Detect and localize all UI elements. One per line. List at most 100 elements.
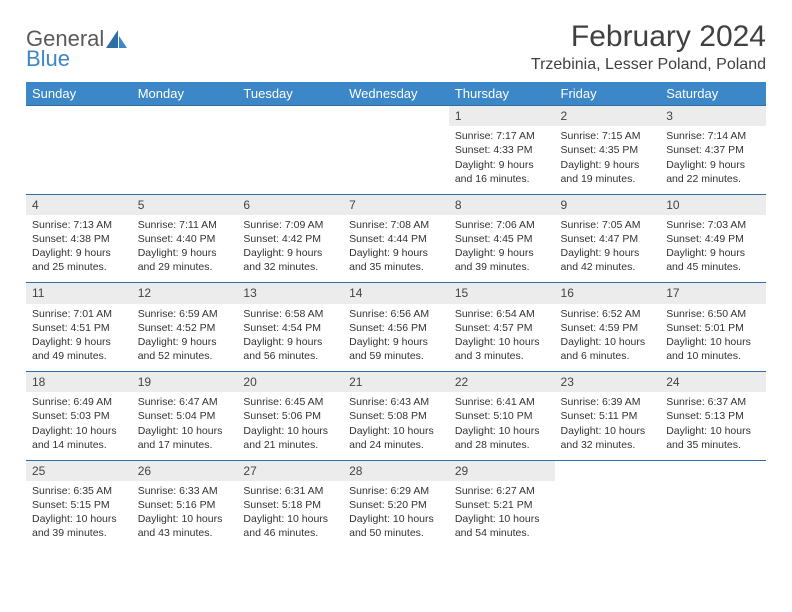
day-number-cell: 29 [449,460,555,481]
sunrise-line: Sunrise: 6:52 AM [561,307,655,321]
daylight-line: Daylight: 9 hours and 19 minutes. [561,158,655,186]
day-detail-cell: Sunrise: 6:49 AMSunset: 5:03 PMDaylight:… [26,392,132,460]
day-detail-cell: Sunrise: 6:35 AMSunset: 5:15 PMDaylight:… [26,481,132,549]
sunset-line: Sunset: 4:51 PM [32,321,126,335]
sunrise-line: Sunrise: 6:56 AM [349,307,443,321]
day-detail-cell: Sunrise: 6:29 AMSunset: 5:20 PMDaylight:… [343,481,449,549]
daylight-line: Daylight: 9 hours and 52 minutes. [138,335,232,363]
sunset-line: Sunset: 4:56 PM [349,321,443,335]
sunset-line: Sunset: 5:01 PM [666,321,760,335]
calendar-table: Sunday Monday Tuesday Wednesday Thursday… [26,82,766,549]
sunset-line: Sunset: 5:11 PM [561,409,655,423]
sunrise-line: Sunrise: 6:33 AM [138,484,232,498]
daylight-line: Daylight: 10 hours and 39 minutes. [32,512,126,540]
daylight-line: Daylight: 10 hours and 24 minutes. [349,424,443,452]
daylight-line: Daylight: 10 hours and 28 minutes. [455,424,549,452]
day-detail-row: Sunrise: 7:13 AMSunset: 4:38 PM Daylight:… [26,215,766,283]
sunrise-line: Sunrise: 6:59 AM [138,307,232,321]
day-detail-cell: Sunrise: 6:50 AMSunset: 5:01 PMDaylight:… [660,304,766,372]
sunrise-line: Sunrise: 6:35 AM [32,484,126,498]
weekday-header: Monday [132,82,238,106]
day-number-cell: 24 [660,372,766,393]
sunrise-line: Sunrise: 6:50 AM [666,307,760,321]
day-number-cell: 16 [555,283,661,304]
day-detail-cell: Sunrise: 6:39 AMSunset: 5:11 PMDaylight:… [555,392,661,460]
day-detail-cell: Sunrise: 7:11 AMSunset: 4:40 PMDaylight:… [132,215,238,283]
day-number-cell: 23 [555,372,661,393]
day-number-row: 18192021222324 [26,372,766,393]
sunrise-line: Sunrise: 7:08 AM [349,218,443,232]
day-number-cell: 13 [237,283,343,304]
sunrise-line: Sunrise: 7:01 AM [32,307,126,321]
sunrise-line: Sunrise: 6:37 AM [666,395,760,409]
weekday-header: Thursday [449,82,555,106]
day-number-cell [132,106,238,127]
sunrise-line: Sunrise: 6:54 AM [455,307,549,321]
day-number-cell: 17 [660,283,766,304]
sunset-line: Sunset: 4:40 PM [138,232,232,246]
sunset-line: Sunset: 5:04 PM [138,409,232,423]
day-detail-cell: Sunrise: 7:13 AMSunset: 4:38 PMDaylight:… [26,215,132,283]
day-detail-row: Sunrise: 6:35 AMSunset: 5:15 PMDaylight:… [26,481,766,549]
sunrise-line: Sunrise: 7:11 AM [138,218,232,232]
day-detail-cell: Sunrise: 6:45 AMSunset: 5:06 PMDaylight:… [237,392,343,460]
day-detail-cell: Sunrise: 7:14 AMSunset: 4:37 PMDaylight:… [660,126,766,194]
page-subtitle: Trzebinia, Lesser Poland, Poland [531,56,766,74]
sunset-line: Sunset: 4:42 PM [243,232,337,246]
sunset-line: Sunset: 4:38 PM [32,232,126,246]
day-detail-cell: Sunrise: 7:01 AMSunset: 4:51 PMDaylight:… [26,304,132,372]
day-detail-cell: Sunrise: 6:47 AMSunset: 5:04 PMDaylight:… [132,392,238,460]
daylight-line: Daylight: 9 hours and 56 minutes. [243,335,337,363]
day-number-row: 2526272829 [26,460,766,481]
day-detail-row: Sunrise: 7:17 AMSunset: 4:33 PMDaylight:… [26,126,766,194]
sunrise-line: Sunrise: 6:29 AM [349,484,443,498]
sunset-line: Sunset: 4:57 PM [455,321,549,335]
daylight-line: Daylight: 9 hours and 22 minutes. [666,158,760,186]
day-detail-cell: Sunrise: 7:15 AMSunset: 4:35 PMDaylight:… [555,126,661,194]
day-detail-cell: Sunrise: 6:31 AMSunset: 5:18 PMDaylight:… [237,481,343,549]
day-detail-cell: Sunrise: 6:59 AMSunset: 4:52 PMDaylight:… [132,304,238,372]
daylight-line: Daylight: 9 hours and 49 minutes. [32,335,126,363]
calendar-page: General February 2024 Trzebinia, Lesser … [0,0,792,569]
sunrise-line: Sunrise: 7:09 AM [243,218,337,232]
daylight-line: Daylight: 10 hours and 54 minutes. [455,512,549,540]
day-detail-cell: Sunrise: 6:41 AMSunset: 5:10 PMDaylight:… [449,392,555,460]
day-detail-cell: Sunrise: 7:06 AMSunset: 4:45 PMDaylight:… [449,215,555,283]
sunrise-line: Sunrise: 7:05 AM [561,218,655,232]
day-number-cell: 27 [237,460,343,481]
day-number-cell: 1 [449,106,555,127]
daylight-line: Daylight: 9 hours and 32 minutes. [243,246,337,274]
daylight-line: Daylight: 10 hours and 14 minutes. [32,424,126,452]
sunrise-line: Sunrise: 7:13 AM [32,218,126,232]
day-number-cell: 20 [237,372,343,393]
sunset-line: Sunset: 4:54 PM [243,321,337,335]
day-number-cell: 15 [449,283,555,304]
daylight-line: Daylight: 10 hours and 6 minutes. [561,335,655,363]
sunset-line: Sunset: 5:03 PM [32,409,126,423]
day-detail-cell: Sunrise: 7:17 AMSunset: 4:33 PMDaylight:… [449,126,555,194]
day-number-cell: 8 [449,194,555,215]
sunset-line: Sunset: 5:08 PM [349,409,443,423]
day-detail-row: Sunrise: 7:01 AMSunset: 4:51 PMDaylight:… [26,304,766,372]
weekday-header-row: Sunday Monday Tuesday Wednesday Thursday… [26,82,766,106]
sunset-line: Sunset: 5:13 PM [666,409,760,423]
sunset-line: Sunset: 4:47 PM [561,232,655,246]
sunset-line: Sunset: 5:15 PM [32,498,126,512]
sunrise-line: Sunrise: 6:43 AM [349,395,443,409]
daylight-line: Daylight: 10 hours and 50 minutes. [349,512,443,540]
day-number-cell [555,460,661,481]
sunrise-line: Sunrise: 7:17 AM [455,129,549,143]
daylight-line: Daylight: 9 hours and 45 minutes. [666,246,760,274]
daylight-line: Daylight: 9 hours and 35 minutes. [349,246,443,274]
logo-sail-icon [106,30,128,48]
day-detail-cell: Sunrise: 6:54 AMSunset: 4:57 PMDaylight:… [449,304,555,372]
day-number-cell: 22 [449,372,555,393]
day-detail-cell: Sunrise: 7:09 AMSunset: 4:42 PMDaylight:… [237,215,343,283]
day-number-cell [237,106,343,127]
sunrise-line: Sunrise: 6:49 AM [32,395,126,409]
sunset-line: Sunset: 5:20 PM [349,498,443,512]
title-block: February 2024 Trzebinia, Lesser Poland, … [531,20,766,74]
day-number-cell: 9 [555,194,661,215]
weekday-header: Tuesday [237,82,343,106]
daylight-line: Daylight: 10 hours and 43 minutes. [138,512,232,540]
